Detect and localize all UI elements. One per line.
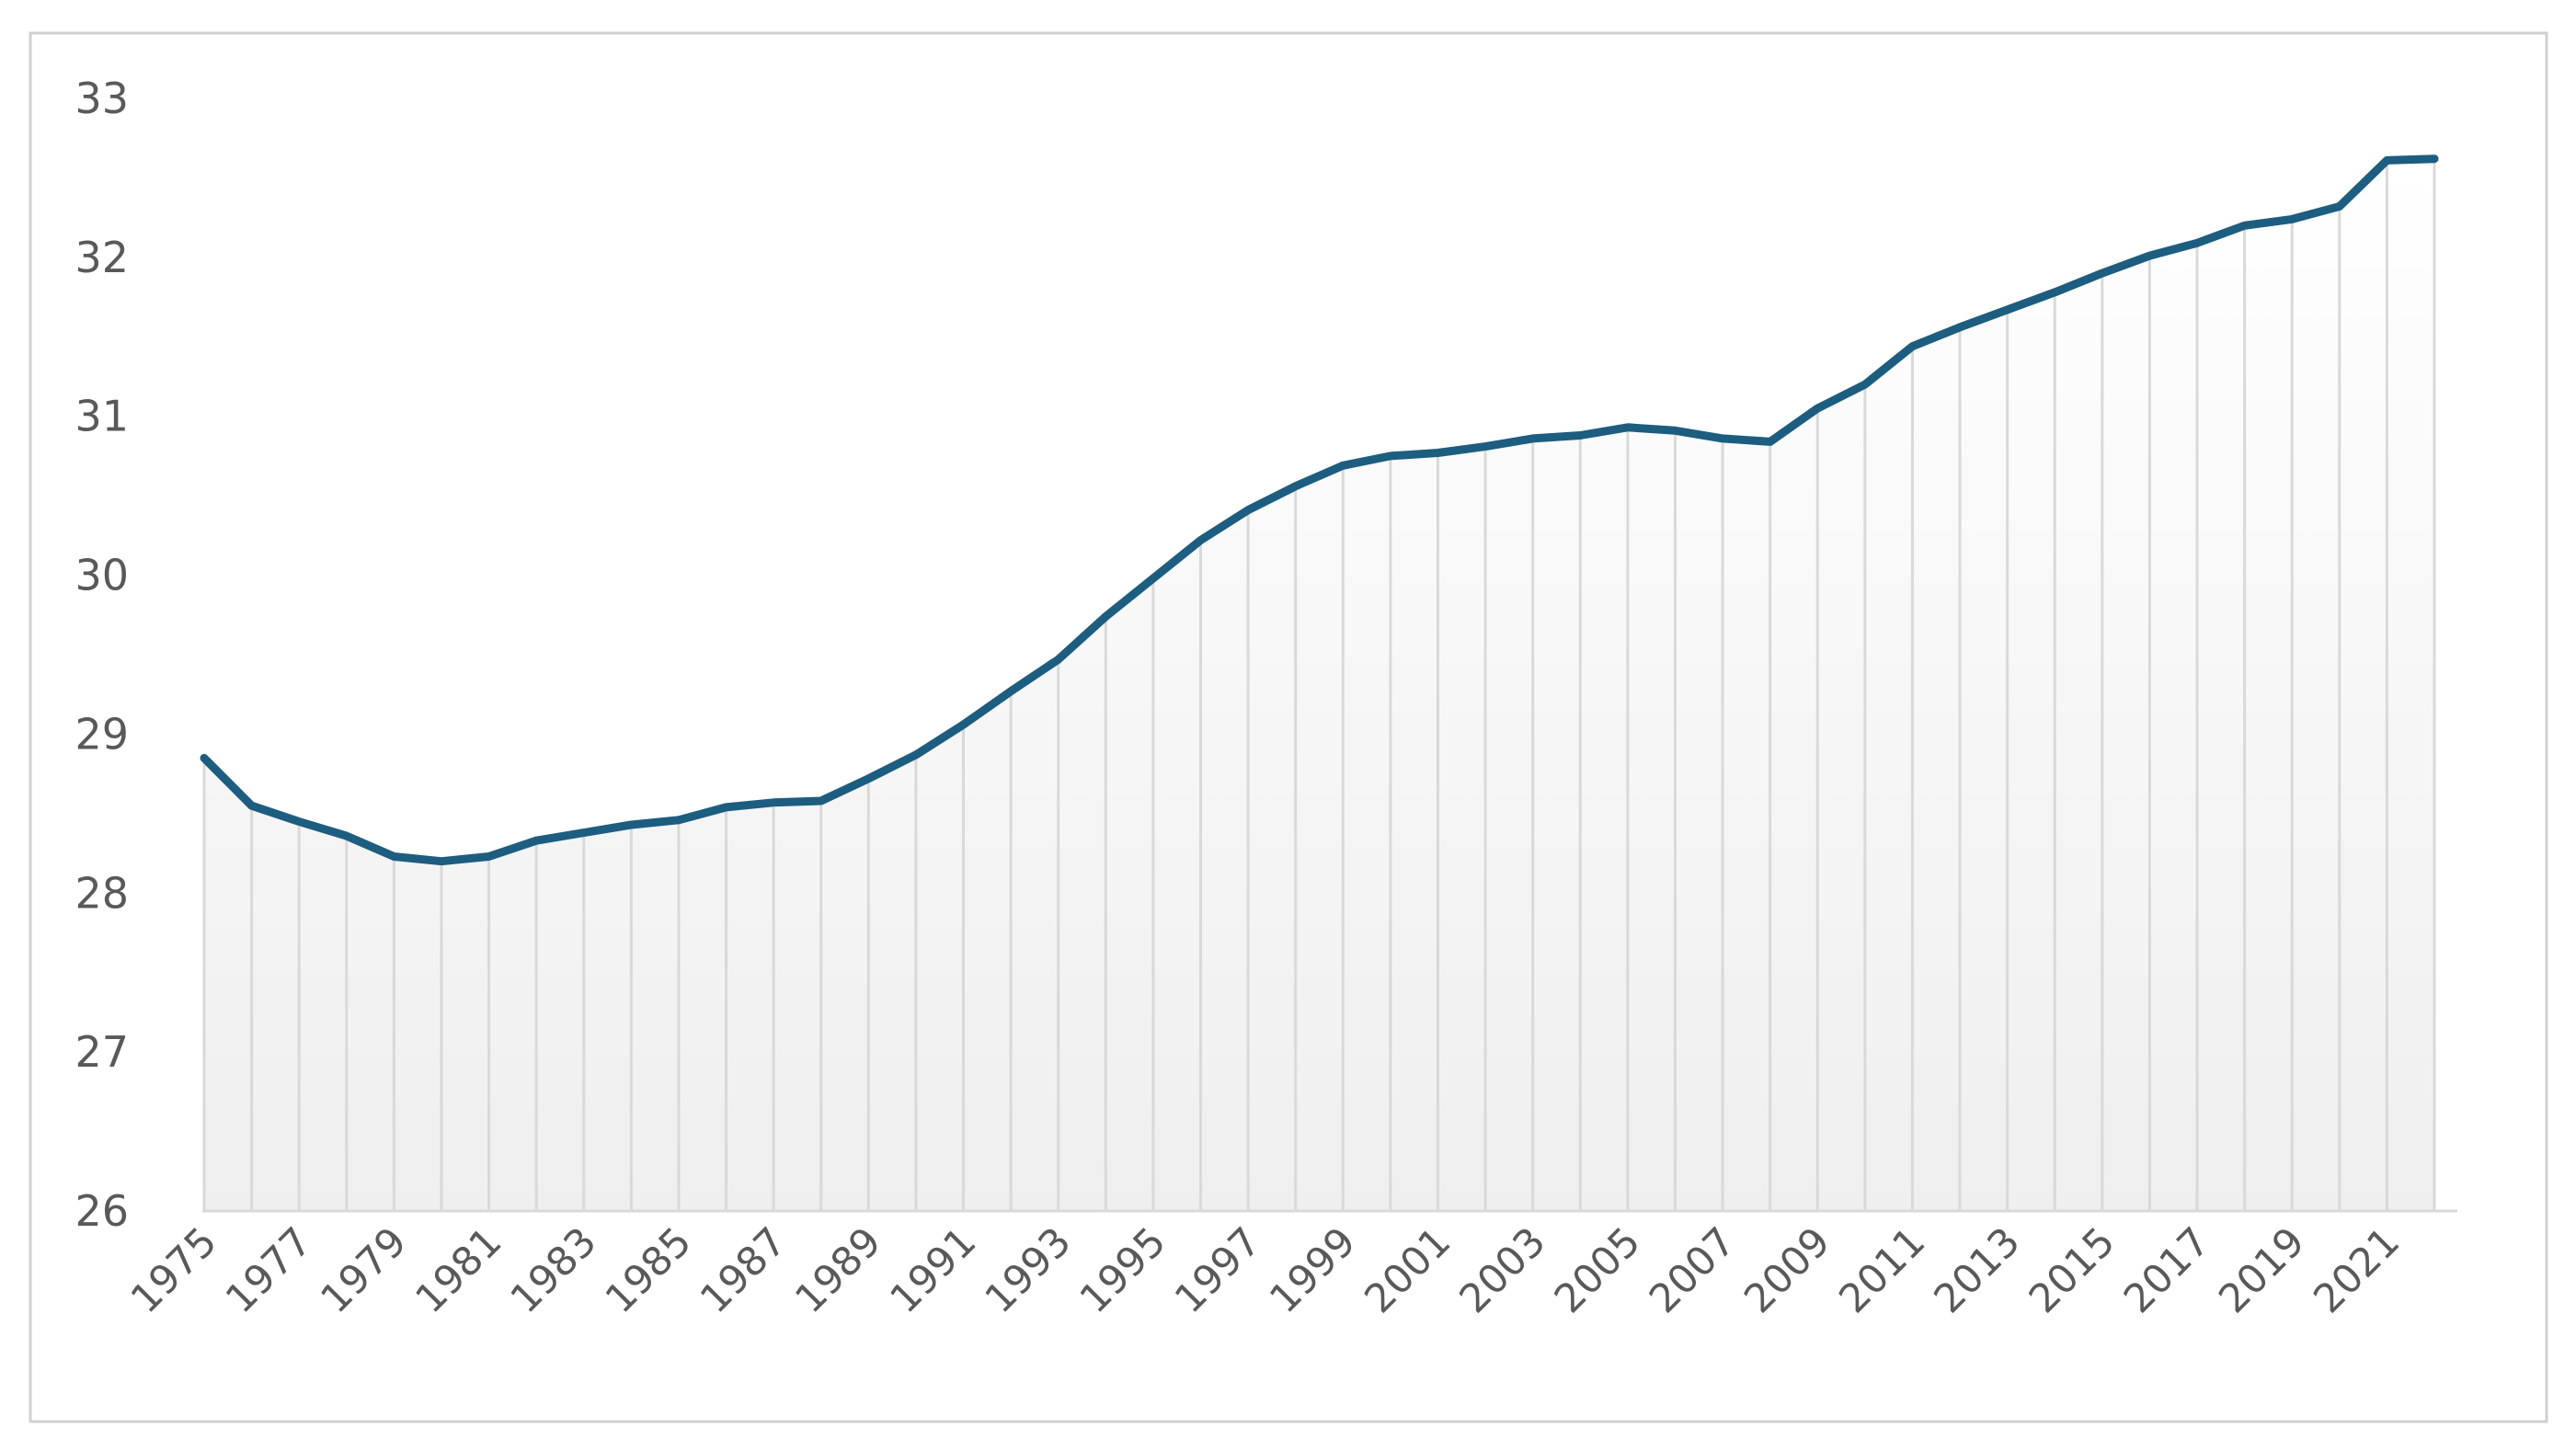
- y-tick-label: 32: [74, 233, 129, 282]
- y-tick-label: 28: [74, 868, 129, 918]
- series-line: [200, 154, 2439, 866]
- area-fill: [204, 158, 2434, 1212]
- y-axis: 26 27 28 29 30 31 32 33: [74, 74, 129, 1236]
- y-tick-label: 27: [74, 1027, 129, 1077]
- y-tick-label: 26: [74, 1186, 129, 1236]
- y-tick-label: 31: [74, 392, 129, 441]
- y-tick-label: 29: [74, 709, 129, 759]
- y-tick-label: 33: [74, 74, 129, 123]
- plot-area: [200, 154, 2457, 1213]
- drop-lines: [202, 158, 2436, 1211]
- y-tick-label: 30: [74, 551, 129, 600]
